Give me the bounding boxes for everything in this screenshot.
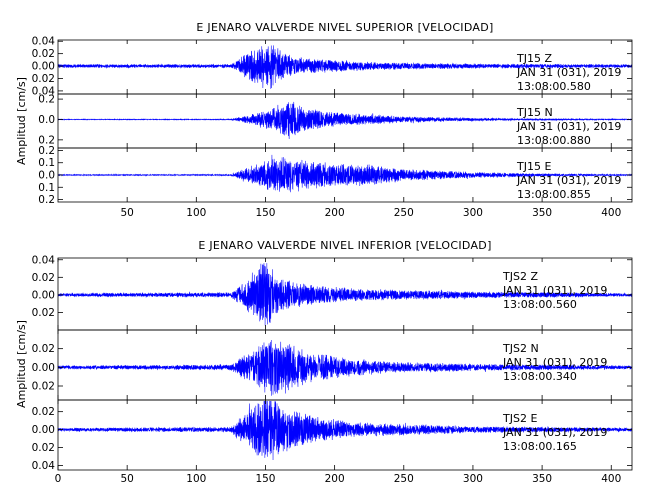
y-tick-label: 0.04 (32, 36, 56, 48)
y-tick-label: 0.2 (38, 145, 55, 157)
station-component-label: TJS2 Z (502, 270, 538, 283)
record-time-label: 13:08:00.340 (503, 370, 577, 383)
station-component-label: TJ15 E (516, 160, 551, 173)
station-component-label: TJS2 E (502, 412, 537, 425)
subplot-frame (57, 399, 633, 471)
record-date-label: JAN 31 (031), 2019 (516, 174, 621, 187)
x-tick-label: 400 (601, 207, 621, 219)
record-date-label: JAN 31 (031), 2019 (516, 120, 621, 133)
y-tick-label: 0.02 (32, 48, 55, 60)
y-tick-label: 0.1 (38, 182, 55, 194)
x-tick-label: 400 (601, 473, 621, 485)
station-component-label: TJS2 N (502, 342, 539, 355)
y-tick-label: 0.2 (38, 194, 55, 206)
x-tick-label: 200 (325, 473, 345, 485)
y-tick-label: 0.2 (38, 134, 55, 146)
x-tick-label: 100 (186, 207, 206, 219)
x-tick-label: 350 (532, 207, 552, 219)
x-tick-label: 50 (120, 473, 133, 485)
record-time-label: 13:08:00.560 (503, 298, 577, 311)
chart-panel-superior: E JENARO VALVERDE NIVEL SUPERIOR [VELOCI… (15, 21, 633, 219)
chart-panel-inferior: E JENARO VALVERDE NIVEL INFERIOR [VELOCI… (15, 239, 633, 485)
seismic-trace-line (57, 340, 633, 396)
seismic-trace-line (57, 400, 633, 460)
y-tick-label: 0.02 (32, 73, 55, 85)
x-tick-label: 150 (255, 473, 275, 485)
y-tick-label: 0.2 (38, 94, 55, 106)
record-date-label: JAN 31 (031), 2019 (502, 426, 607, 439)
y-axis-label: Amplitud [cm/s] (15, 77, 28, 165)
chart-title: E JENARO VALVERDE NIVEL INFERIOR [VELOCI… (198, 239, 491, 252)
station-component-label: TJ15 N (516, 106, 553, 119)
y-tick-label: 0.04 (32, 460, 56, 472)
y-tick-label: 0.02 (32, 406, 55, 418)
x-tick-label: 350 (532, 473, 552, 485)
y-tick-label: 0.02 (32, 307, 55, 319)
record-time-label: 13:08:00.580 (517, 80, 591, 93)
chart-title: E JENARO VALVERDE NIVEL SUPERIOR [VELOCI… (196, 21, 493, 34)
y-tick-label: 0.00 (32, 61, 55, 73)
y-tick-label: 0.00 (32, 362, 55, 374)
record-time-label: 13:08:00.880 (517, 134, 591, 147)
y-tick-label: 0.0 (38, 170, 55, 182)
x-tick-label: 200 (325, 207, 345, 219)
record-date-label: JAN 31 (031), 2019 (516, 66, 621, 79)
x-tick-label: 300 (463, 207, 483, 219)
seismic-trace-line (57, 154, 633, 193)
x-tick-label: 250 (394, 207, 414, 219)
x-tick-label: 250 (394, 473, 414, 485)
x-tick-label: 50 (120, 207, 133, 219)
y-tick-label: 0.04 (32, 254, 56, 266)
seismic-trace-line (57, 101, 633, 140)
record-date-label: JAN 31 (031), 2019 (502, 284, 607, 297)
y-tick-label: 0.02 (32, 343, 55, 355)
record-time-label: 13:08:00.855 (517, 188, 591, 201)
x-tick-label: 150 (255, 207, 275, 219)
station-component-label: TJ15 Z (516, 52, 552, 65)
y-axis-label: Amplitud [cm/s] (15, 320, 28, 408)
y-tick-label: 0.02 (32, 442, 55, 454)
y-tick-label: 0.00 (32, 424, 55, 436)
y-tick-label: 0.0 (38, 114, 55, 126)
x-tick-label: 300 (463, 473, 483, 485)
record-time-label: 13:08:00.165 (503, 440, 577, 453)
seismic-trace-line (57, 45, 633, 89)
x-tick-label: 0 (55, 473, 62, 485)
y-tick-label: 0.1 (38, 157, 55, 169)
x-tick-label: 100 (186, 473, 206, 485)
y-tick-label: 0.04 (32, 85, 56, 97)
y-tick-label: 0.02 (32, 381, 55, 393)
y-tick-label: 0.00 (32, 289, 55, 301)
y-tick-label: 0.02 (32, 272, 55, 284)
seismic-trace-line (57, 263, 633, 326)
record-date-label: JAN 31 (031), 2019 (502, 356, 607, 369)
